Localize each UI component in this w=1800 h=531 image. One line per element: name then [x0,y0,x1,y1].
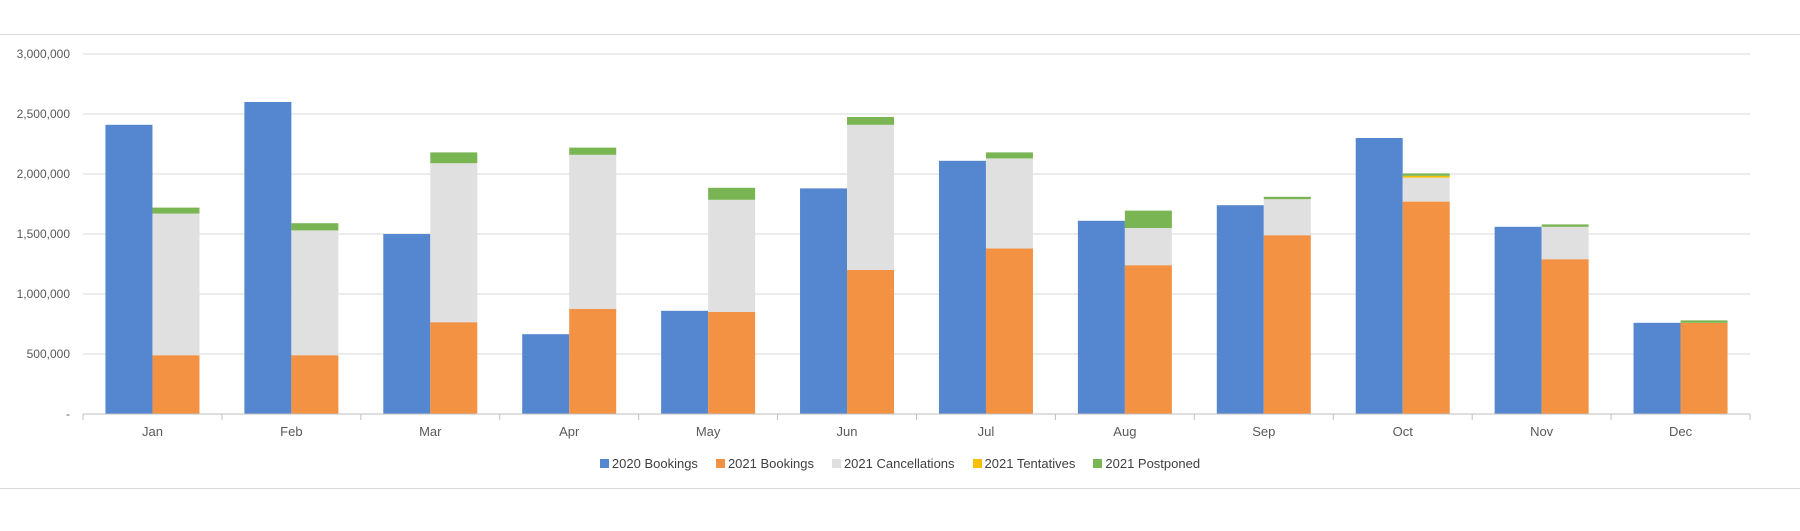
legend-swatch [1093,459,1103,468]
bar-2021-tentatives [1402,175,1450,178]
bar-2021-bookings [1124,265,1172,414]
bar-2021-bookings [847,270,895,414]
legend-label: 2021 Postponed [1105,456,1201,471]
y-tick-label: 500,000 [27,347,71,361]
bar-2021-postponed [1680,320,1728,323]
y-tick-label: 2,000,000 [17,167,71,181]
bar-2020-bookings [800,188,848,414]
legend-item: 2020 Bookings [599,456,698,471]
bar-2020-bookings [661,310,709,414]
bar-2021-cancellations [430,163,478,323]
legend-item: 2021 Postponed [1093,456,1200,471]
x-tick-label: Jul [978,424,995,439]
x-tick-label: Feb [280,424,302,439]
legend-item: 2021 Tentatives [972,456,1076,471]
bar-2020-bookings [1216,205,1264,414]
bar-2021-postponed [708,187,756,200]
axes: - 500,000 1,000,000 1,500,000 2,000,000 2,500… [17,47,1751,439]
bar-2021-cancellations [1402,177,1450,202]
bar-2020-bookings [105,124,153,415]
bar-2021-bookings [1263,235,1311,414]
bar-2021-bookings [430,322,478,414]
bar-2020-bookings [938,160,986,414]
bar-2021-bookings [1680,322,1728,414]
bar-2021-postponed [1402,173,1450,176]
bar-2020-bookings [1633,322,1681,414]
bar-2021-bookings [708,312,756,414]
bar-2021-bookings [152,355,200,414]
legend-swatch [972,459,982,468]
bar-2021-cancellations [1124,228,1172,266]
bar-2021-cancellations [1541,226,1589,260]
legend-label: 2020 Bookings [611,456,698,471]
bar-2021-postponed [1541,224,1589,227]
x-tick-label: Sep [1252,424,1275,439]
legend-label: 2021 Cancellations [843,456,955,471]
y-tick-label: 3,000,000 [17,47,71,61]
legend-item: 2021 Cancellations [831,456,955,471]
legend-item: 2021 Bookings [715,456,814,471]
y-tick-label: 1,500,000 [17,227,71,241]
bar-2021-postponed [291,223,339,231]
x-tick-label: Dec [1669,424,1693,439]
chart-frame-top [0,34,1800,35]
legend-swatch [599,459,609,468]
bar-2021-cancellations [708,199,756,312]
legend-swatch [831,459,841,468]
bar-2020-bookings [522,334,570,414]
bar-2021-cancellations [985,158,1033,249]
bar-2021-cancellations [569,154,617,309]
x-tick-label: Oct [1393,424,1414,439]
bar-2021-cancellations [152,213,200,356]
bars [105,102,1728,415]
bar-2020-bookings [244,102,292,414]
x-tick-label: Aug [1113,424,1136,439]
bar-2021-postponed [985,152,1033,159]
bar-2021-cancellations [291,230,339,356]
bar-2020-bookings [1494,226,1542,414]
legend-swatch [715,459,725,468]
bar-2021-bookings [1541,259,1589,414]
bar-2021-bookings [985,248,1033,414]
x-tick-label: Jun [837,424,858,439]
x-tick-label: Apr [559,424,580,439]
legend: 2020 Bookings 2021 Bookings 2021 Cancellat… [0,456,1800,471]
bar-2021-postponed [569,147,617,155]
bar-2021-bookings [569,309,617,414]
x-tick-label: Jan [142,424,163,439]
y-tick-label: 1,000,000 [17,287,71,301]
gridlines [83,53,1750,355]
bar-2020-bookings [1355,138,1403,414]
x-tick-label: May [696,424,721,439]
legend-label: 2021 Bookings [727,456,814,471]
bar-2021-postponed [1124,210,1172,228]
legend-label: 2021 Tentatives [984,456,1076,471]
bar-2020-bookings [1077,220,1125,414]
y-tick-label: 2,500,000 [17,107,71,121]
x-tick-label: Mar [419,424,442,439]
bar-2020-bookings [383,234,431,414]
bar-2021-bookings [1402,201,1450,414]
bar-2021-cancellations [847,124,895,270]
bar-2021-postponed [1263,196,1311,200]
bar-2021-postponed [430,152,478,164]
bar-2021-postponed [152,207,200,214]
bar-2021-cancellations [1263,199,1311,236]
bar-2021-bookings [291,355,339,414]
chart-frame-bottom [0,488,1800,489]
x-tick-label: Nov [1530,424,1554,439]
bar-2021-postponed [847,117,895,125]
y-tick-label: - [66,407,70,421]
